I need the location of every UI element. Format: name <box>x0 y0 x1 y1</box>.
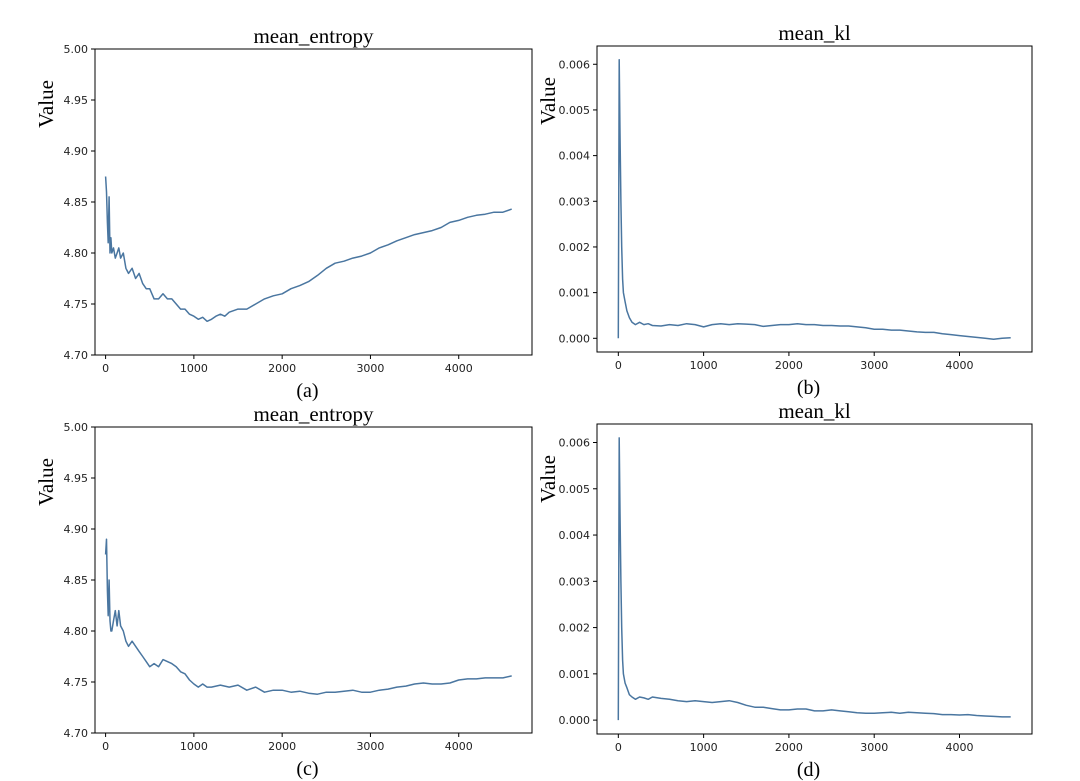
y-tick-label: 0.004 <box>559 150 591 163</box>
x-tick-label: 0 <box>615 741 622 754</box>
y-axis-label: Value <box>34 80 58 128</box>
chart-panel-d: mean_kl Value (d) 0 1000 2000 3000 4000 0.000 0.0… <box>536 399 1033 781</box>
chart-title: mean_entropy <box>253 402 374 426</box>
y-tick-label: 4.75 <box>64 298 89 311</box>
plot-frame <box>94 48 533 356</box>
panel-caption: (d) <box>797 759 820 781</box>
chart-panel-a: mean_entropy Value (a) 0 1000 2000 3000 4000 4.7… <box>34 24 533 402</box>
plot-frame <box>94 426 533 734</box>
chart-panel-c: mean_entropy Value (c) 0 1000 2000 3000 4000 4.7… <box>34 402 533 780</box>
series-line <box>617 58 1011 340</box>
plot-frame <box>596 423 1033 735</box>
series-line <box>104 538 512 695</box>
y-tick-label: 4.75 <box>64 676 89 689</box>
x-tick-label: 1000 <box>690 741 718 754</box>
y-tick-label: 0.003 <box>559 195 591 208</box>
y-tick-label: 4.70 <box>64 349 89 362</box>
y-tick-label: 4.90 <box>64 523 89 536</box>
y-tick-label: 4.95 <box>64 472 89 485</box>
y-tick-label: 0.004 <box>559 529 591 542</box>
y-tick-label: 0.000 <box>559 332 591 345</box>
x-tick-label: 2000 <box>775 359 803 372</box>
x-tick-label: 3000 <box>860 359 888 372</box>
x-tick-label: 0 <box>615 359 622 372</box>
y-tick-label: 0.003 <box>559 575 591 588</box>
x-tick-label: 4000 <box>445 362 473 375</box>
chart-title: mean_kl <box>778 399 850 423</box>
x-tick-label: 0 <box>102 740 109 753</box>
y-tick-label: 0.006 <box>559 437 591 450</box>
y-tick-label: 0.002 <box>559 622 591 635</box>
y-axis-label: Value <box>34 458 58 506</box>
y-axis-label: Value <box>536 77 560 125</box>
y-tick-label: 4.80 <box>64 247 89 260</box>
series-line <box>617 437 1011 721</box>
y-tick-label: 0.005 <box>559 104 591 117</box>
y-axis-label: Value <box>536 455 560 503</box>
chart-title: mean_entropy <box>253 24 374 48</box>
plot-frame <box>596 45 1033 353</box>
x-tick-label: 3000 <box>860 741 888 754</box>
chart-panel-b: mean_kl Value (b) 0 1000 2000 3000 4000 0.000 0.0… <box>536 21 1033 399</box>
panel-caption: (a) <box>296 380 318 402</box>
x-tick-label: 2000 <box>268 362 296 375</box>
series-line <box>104 176 512 323</box>
y-tick-label: 0.001 <box>559 287 591 300</box>
x-tick-label: 0 <box>102 362 109 375</box>
y-tick-label: 4.90 <box>64 145 89 158</box>
y-tick-label: 4.70 <box>64 727 89 740</box>
y-tick-label: 0.006 <box>559 58 591 71</box>
x-tick-label: 4000 <box>445 740 473 753</box>
y-tick-label: 5.00 <box>64 43 89 56</box>
y-tick-label: 0.000 <box>559 714 591 727</box>
x-tick-label: 2000 <box>268 740 296 753</box>
x-tick-label: 4000 <box>946 359 974 372</box>
y-tick-label: 4.85 <box>64 196 89 209</box>
y-tick-label: 0.001 <box>559 668 591 681</box>
x-tick-label: 1000 <box>180 362 208 375</box>
y-tick-label: 4.85 <box>64 574 89 587</box>
y-tick-label: 0.002 <box>559 241 591 254</box>
x-tick-label: 1000 <box>690 359 718 372</box>
panel-caption: (b) <box>797 377 820 399</box>
y-tick-label: 4.95 <box>64 94 89 107</box>
x-tick-label: 4000 <box>946 741 974 754</box>
panel-caption: (c) <box>296 758 318 780</box>
y-tick-label: 0.005 <box>559 483 591 496</box>
x-tick-label: 1000 <box>180 740 208 753</box>
chart-title: mean_kl <box>778 21 850 45</box>
x-tick-label: 3000 <box>356 740 384 753</box>
x-tick-label: 3000 <box>356 362 384 375</box>
y-tick-label: 5.00 <box>64 421 89 434</box>
y-tick-label: 4.80 <box>64 625 89 638</box>
x-tick-label: 2000 <box>775 741 803 754</box>
